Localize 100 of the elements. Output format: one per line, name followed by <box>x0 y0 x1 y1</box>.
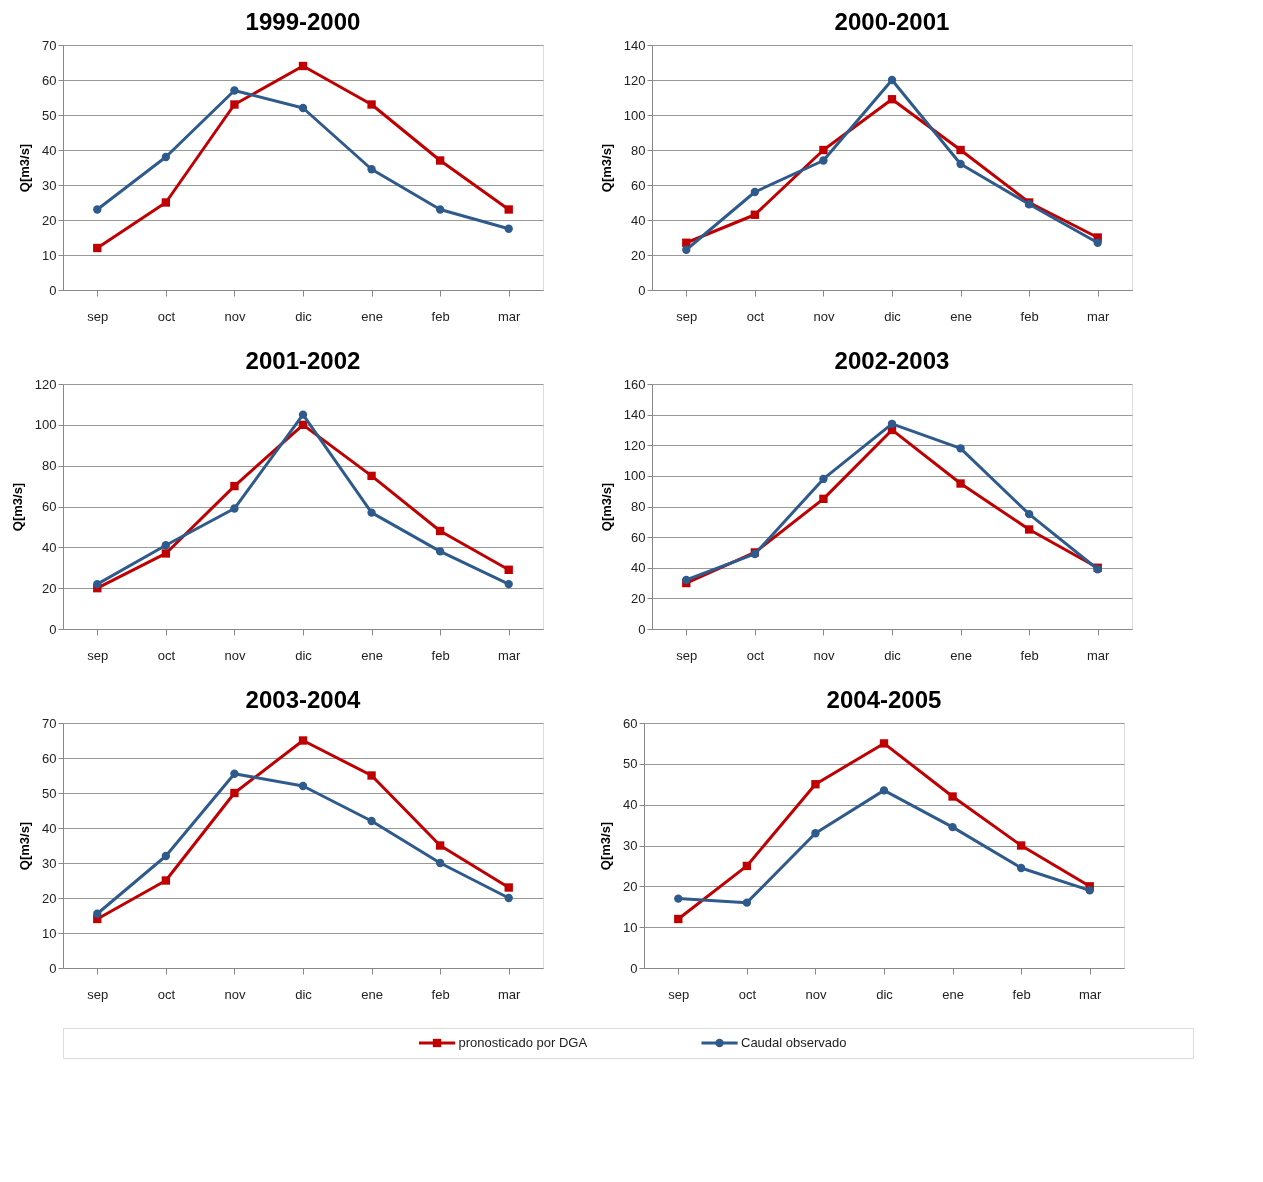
point <box>887 75 897 85</box>
x-tick-label: dic <box>884 647 902 663</box>
point <box>879 786 889 795</box>
y-tick-label: 60 <box>631 529 646 545</box>
chart-title: 2000-2001 <box>834 8 950 35</box>
y-tick-label: 60 <box>623 715 638 731</box>
y-tick-label: 50 <box>42 107 57 123</box>
point <box>93 579 102 589</box>
x-tick-label: nov <box>224 986 246 1002</box>
point <box>161 152 171 162</box>
x-tick-label: ene <box>361 986 383 1002</box>
y-tick-label: 40 <box>42 820 57 836</box>
y-tick-label: 40 <box>631 212 646 228</box>
point <box>93 205 102 214</box>
y-axis-title: Q[m3/s] <box>598 482 614 532</box>
point <box>367 471 376 481</box>
x-tick-label: oct <box>157 647 176 663</box>
y-tick-label: 60 <box>42 750 57 766</box>
y-tick-label: 0 <box>630 960 638 976</box>
y-tick-label: 120 <box>623 437 646 453</box>
point <box>819 474 828 484</box>
point <box>956 159 965 169</box>
x-tick-label: mar <box>498 308 522 324</box>
x-tick-label: oct <box>738 986 757 1002</box>
point <box>93 243 102 253</box>
x-tick-label: feb <box>1020 308 1039 324</box>
y-tick-label: 0 <box>49 960 57 976</box>
point <box>367 771 376 780</box>
point <box>742 898 752 907</box>
x-tick-label: ene <box>361 647 383 663</box>
x-tick-label: sep <box>87 308 109 324</box>
point <box>879 739 889 748</box>
y-tick-label: 80 <box>42 458 57 474</box>
y-tick-label: 20 <box>42 212 57 228</box>
point <box>435 526 445 536</box>
point <box>93 909 102 918</box>
y-tick-label: 0 <box>638 282 646 298</box>
y-tick-label: 40 <box>631 560 646 576</box>
x-tick-label: dic <box>295 647 313 663</box>
point <box>956 479 965 488</box>
point <box>682 245 691 254</box>
y-tick-label: 60 <box>42 72 57 88</box>
x-tick-label: feb <box>431 986 450 1002</box>
x-tick-label: nov <box>813 308 835 324</box>
x-tick-label: dic <box>884 308 902 324</box>
y-tick-label: 10 <box>623 919 638 935</box>
y-tick-label: 100 <box>623 468 646 484</box>
x-tick-label: sep <box>676 647 698 663</box>
x-tick-label: ene <box>361 308 383 324</box>
x-tick-label: mar <box>498 986 522 1002</box>
y-axis-title: Q[m3/s] <box>598 143 614 193</box>
point <box>956 444 965 453</box>
y-tick-label: 20 <box>42 890 57 906</box>
y-tick-label: 80 <box>631 142 646 158</box>
point <box>230 504 239 513</box>
point <box>674 914 683 924</box>
y-tick-label: 50 <box>623 756 638 772</box>
point <box>1024 525 1034 534</box>
point <box>948 792 957 801</box>
y-axis-title: Q[m3/s] <box>17 143 33 193</box>
chart-title: 2001-2002 <box>245 347 361 374</box>
point <box>161 851 171 861</box>
y-tick-label: 0 <box>638 621 646 637</box>
y-tick-label: 80 <box>631 499 646 514</box>
y-tick-label: 70 <box>42 37 57 53</box>
x-tick-label: nov <box>224 647 246 663</box>
x-tick-label: nov <box>805 986 827 1002</box>
x-tick-label: feb <box>1020 647 1039 663</box>
point <box>504 883 513 892</box>
x-tick-label: dic <box>295 986 313 1002</box>
y-axis-title: Q[m3/s] <box>17 821 33 871</box>
point <box>504 579 513 589</box>
y-tick-label: 100 <box>34 417 57 433</box>
x-tick-label: oct <box>157 986 176 1002</box>
x-tick-label: nov <box>813 647 835 663</box>
y-tick-label: 40 <box>42 142 57 158</box>
point <box>230 481 239 491</box>
x-tick-label: mar <box>498 647 522 663</box>
y-tick-label: 0 <box>49 621 57 637</box>
x-tick-label: mar <box>1087 647 1111 663</box>
point <box>504 205 513 214</box>
y-tick-label: 40 <box>623 797 638 813</box>
x-tick-label: feb <box>431 647 450 663</box>
point <box>1024 509 1034 519</box>
y-axis-title: Q[m3/s] <box>598 821 614 871</box>
legend-label: Caudal observado <box>741 1035 847 1050</box>
point <box>1016 841 1026 850</box>
point <box>742 861 752 871</box>
point <box>811 829 820 838</box>
y-tick-label: 0 <box>49 282 57 298</box>
point <box>504 565 513 574</box>
y-tick-label: 30 <box>42 855 57 871</box>
point <box>504 893 513 903</box>
point <box>298 61 308 71</box>
y-tick-label: 10 <box>42 925 57 941</box>
point <box>298 410 308 419</box>
y-tick-label: 20 <box>623 878 638 894</box>
x-tick-label: dic <box>876 986 894 1002</box>
point <box>887 95 897 104</box>
y-tick-label: 60 <box>631 177 646 193</box>
